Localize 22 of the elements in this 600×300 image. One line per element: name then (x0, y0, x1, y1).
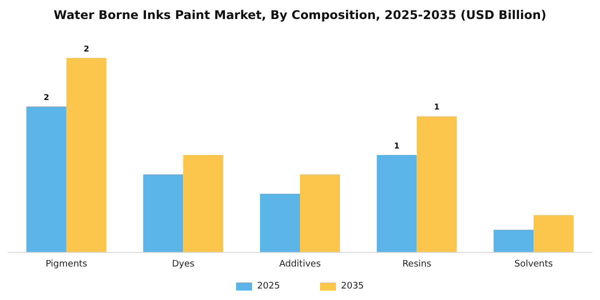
bar (143, 174, 184, 252)
chart-title: Water Borne Inks Paint Market, By Composition, 2025-2035 (USD Billion) (54, 8, 546, 22)
x-tick-label: Dyes (172, 260, 195, 270)
data-label: 2 (44, 93, 50, 102)
bar (494, 230, 534, 252)
bar (534, 215, 574, 252)
x-tick-label: Additives (279, 260, 322, 270)
data-label: 2 (84, 44, 90, 54)
x-tick-label: Resins (402, 260, 432, 270)
data-label: 1 (434, 102, 440, 112)
bar (416, 116, 457, 252)
x-tick-label: Solvents (514, 260, 554, 270)
bar (183, 155, 224, 252)
bar (26, 106, 66, 252)
bar (376, 155, 417, 252)
legend-label: 2035 (341, 282, 364, 292)
x-tick-label: Pigments (46, 260, 88, 270)
bar (66, 58, 106, 252)
bar (260, 194, 300, 252)
legend-label: 2025 (257, 282, 280, 292)
data-label: 1 (394, 142, 400, 150)
bar (300, 174, 340, 252)
